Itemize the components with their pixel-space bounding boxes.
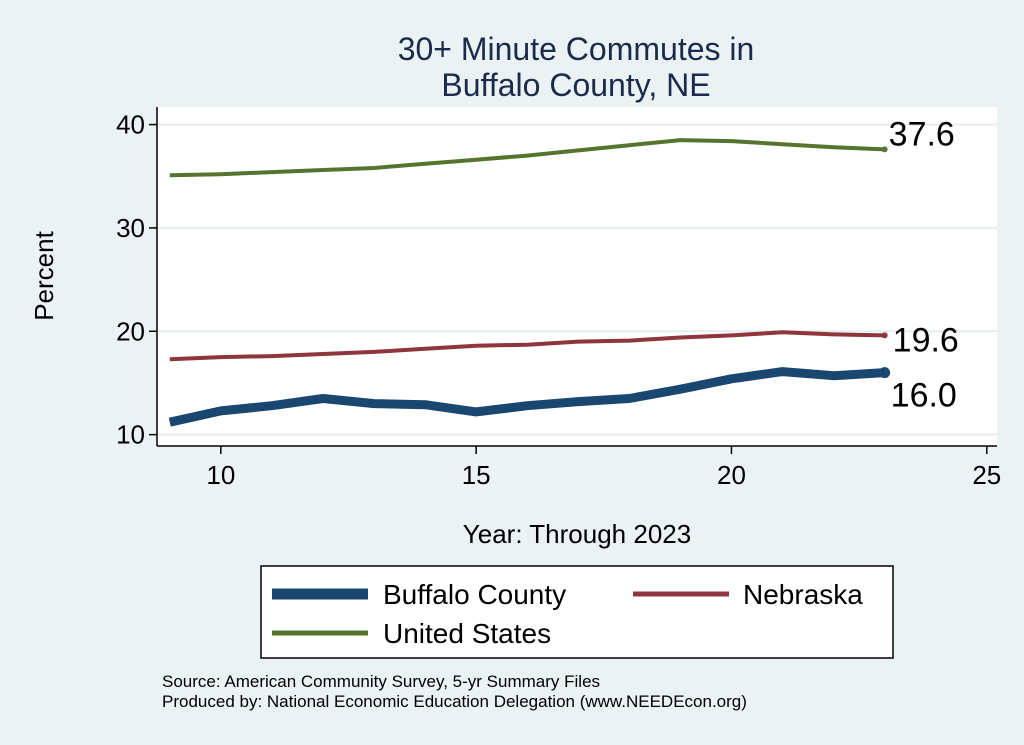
x-tick-label-25: 25 xyxy=(972,460,1001,490)
x-tick-label-20: 20 xyxy=(717,460,746,490)
series-end-labels: 16.0 19.6 37.6 xyxy=(889,115,959,414)
legend-box xyxy=(260,565,894,659)
series-line-united-states xyxy=(169,138,885,178)
axes xyxy=(156,107,997,447)
end-label-buffalo-county: 16.0 xyxy=(891,377,957,415)
source-note: Source: American Community Survey, 5-yr … xyxy=(162,672,747,712)
y-tick-label-10: 10 xyxy=(116,420,145,450)
series-line-buffalo-county xyxy=(168,367,885,427)
series-end-marker-united-states xyxy=(881,146,888,153)
y-tick-label-40: 40 xyxy=(116,110,145,140)
y-tick-label-30: 30 xyxy=(116,213,145,243)
producer-line: Produced by: National Economic Education… xyxy=(162,692,747,711)
series-end-marker-buffalo-county xyxy=(879,367,891,379)
x-axis-label: Year: Through 2023 xyxy=(463,519,691,549)
chart-title-line-1: 30+ Minute Commutes in xyxy=(398,31,755,67)
legend-label-nebraska: Nebraska xyxy=(743,579,863,610)
series-lines xyxy=(168,138,891,427)
series-line-nebraska xyxy=(169,330,885,362)
source-line: Source: American Community Survey, 5-yr … xyxy=(162,672,601,691)
legend-label-united-states: United States xyxy=(383,618,551,649)
end-label-united-states: 37.6 xyxy=(889,115,955,153)
legend-label-buffalo-county: Buffalo County xyxy=(383,579,566,610)
y-axis-label: Percent xyxy=(29,230,59,320)
plot-area xyxy=(157,107,997,446)
end-label-nebraska: 19.6 xyxy=(893,321,959,359)
chart-title-line-2: Buffalo County, NE xyxy=(441,67,710,103)
y-axis-ticks: 10 20 30 40 xyxy=(116,110,157,450)
legend: Buffalo County Nebraska United States xyxy=(260,565,894,659)
x-tick-label-10: 10 xyxy=(206,460,235,490)
y-tick-label-20: 20 xyxy=(116,316,145,346)
x-tick-label-15: 15 xyxy=(462,460,491,490)
series-end-marker-nebraska xyxy=(881,332,888,339)
gridlines xyxy=(157,123,997,436)
x-axis-ticks: 10 15 20 25 xyxy=(206,446,1001,490)
